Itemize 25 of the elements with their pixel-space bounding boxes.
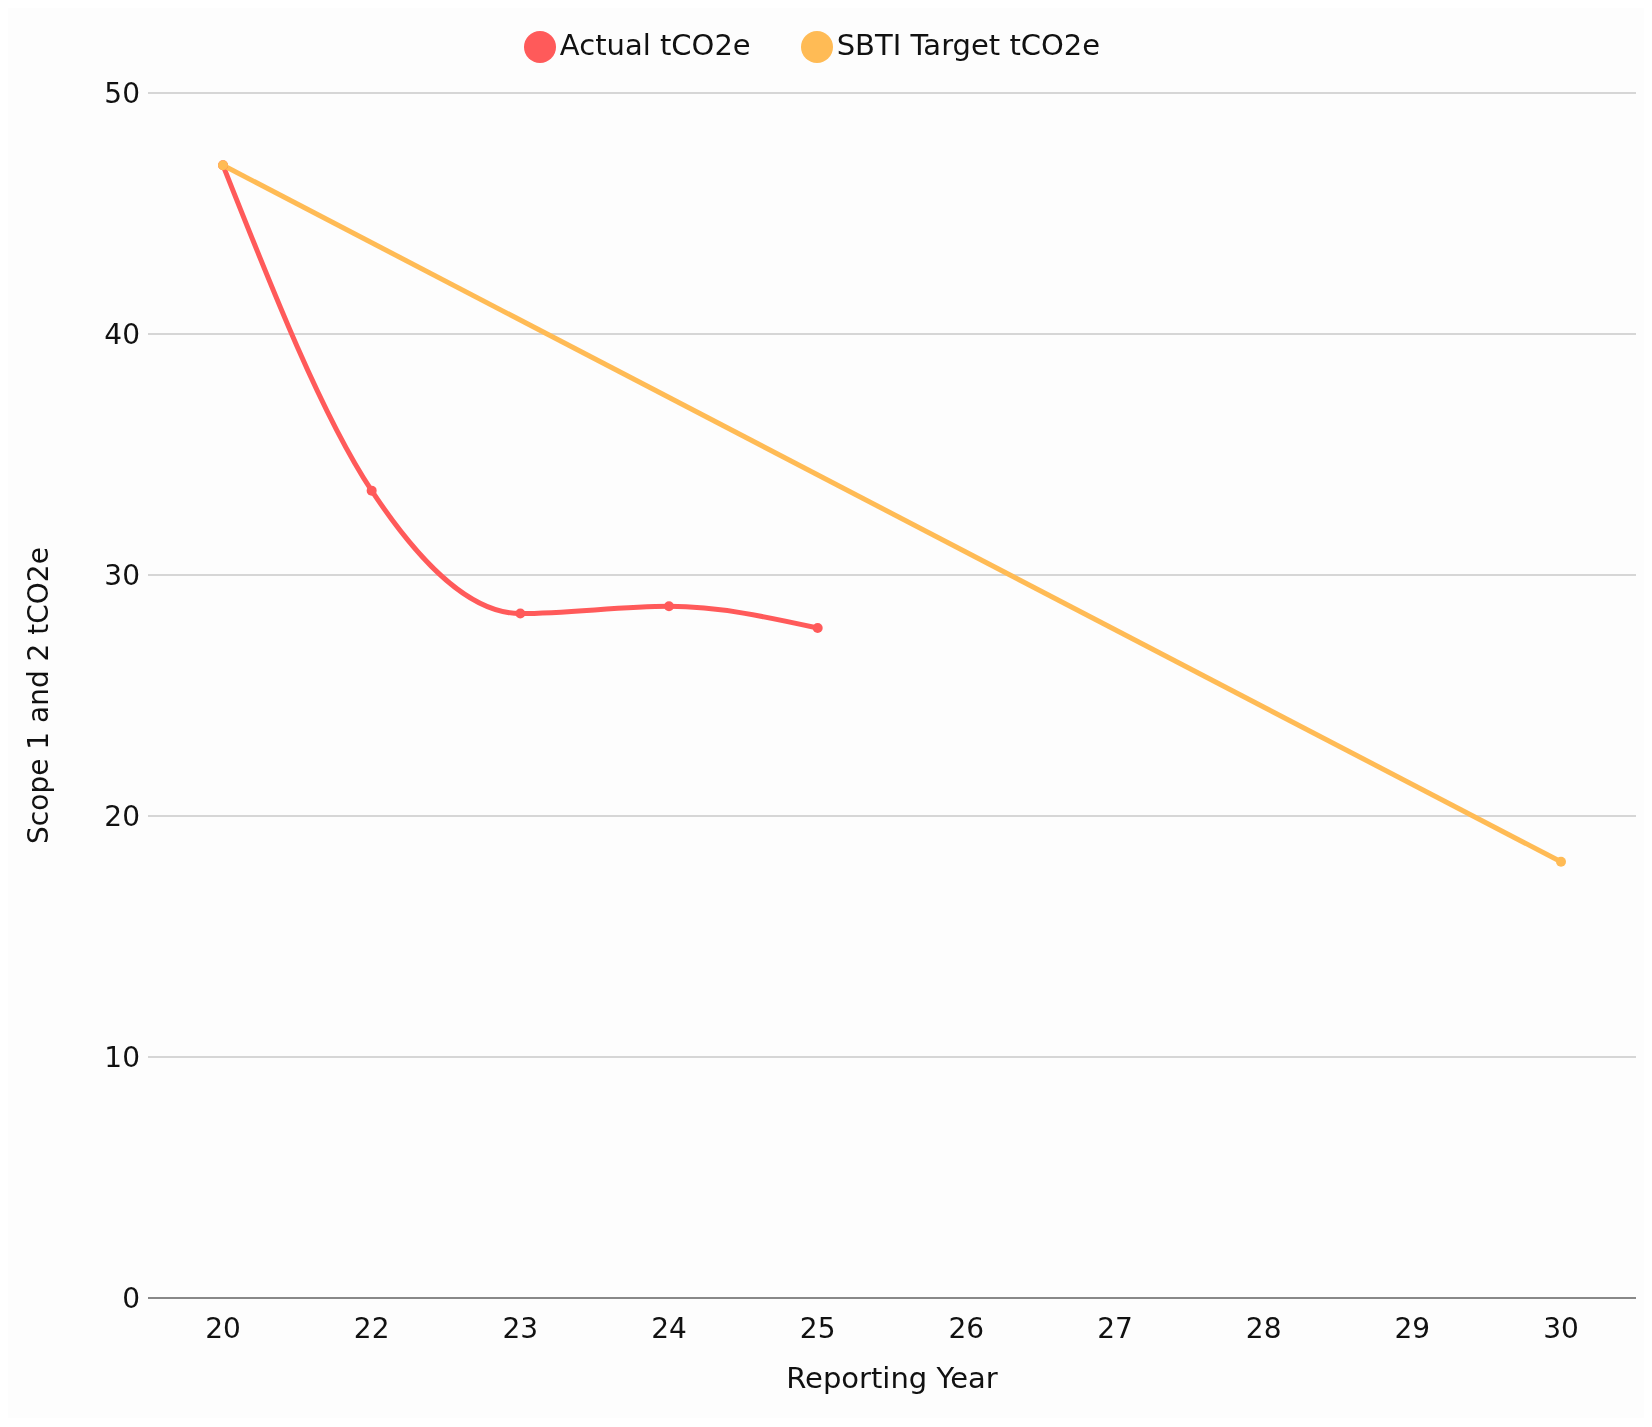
y-axis-title: Scope 1 and 2 tCO2e bbox=[21, 547, 55, 844]
x-tick-label: 29 bbox=[1394, 1311, 1431, 1345]
y-tick-label: 0 bbox=[122, 1281, 140, 1315]
y-tick-label: 10 bbox=[104, 1040, 140, 1074]
x-tick-label: 27 bbox=[1097, 1311, 1133, 1345]
point bbox=[812, 623, 823, 634]
x-tick-label: 28 bbox=[1245, 1311, 1282, 1345]
y-tick-label: 20 bbox=[104, 799, 140, 833]
x-tick-label: 20 bbox=[205, 1311, 241, 1345]
y-tick-label: 40 bbox=[104, 317, 140, 351]
x-tick-label: 24 bbox=[651, 1311, 687, 1345]
x-tick-label: 23 bbox=[502, 1311, 539, 1345]
x-tick-label: 25 bbox=[799, 1311, 836, 1345]
legend-label: SBTI Target tCO2e bbox=[836, 28, 1101, 62]
legend-label: Actual tCO2e bbox=[559, 28, 751, 62]
x-tick-label: 22 bbox=[353, 1311, 390, 1345]
x-tick-label: 30 bbox=[1543, 1311, 1579, 1345]
point bbox=[664, 601, 674, 612]
y-tick-label: 30 bbox=[104, 558, 140, 592]
point bbox=[1556, 856, 1566, 867]
point bbox=[515, 608, 526, 619]
x-tick-label: 26 bbox=[948, 1311, 985, 1345]
point bbox=[366, 485, 377, 496]
y-tick-label: 50 bbox=[104, 76, 140, 110]
x-axis-title: Reporting Year bbox=[786, 1361, 998, 1395]
